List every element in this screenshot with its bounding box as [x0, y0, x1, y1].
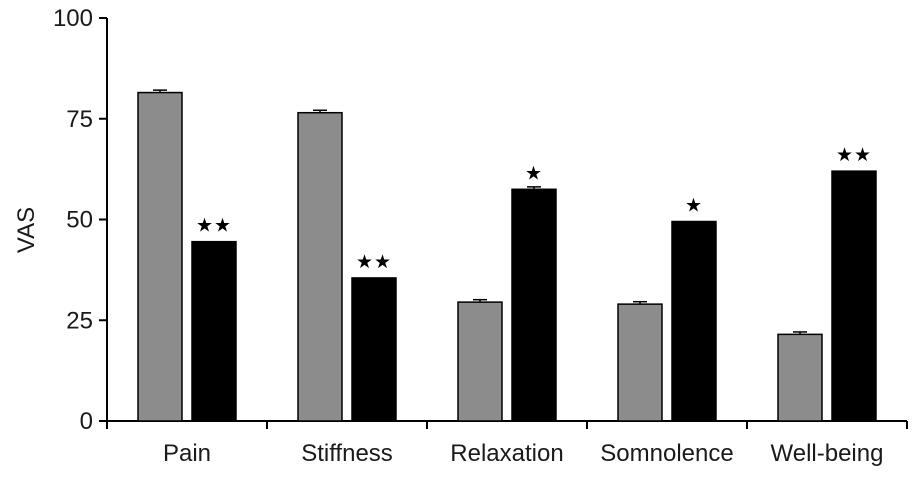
- y-tick-label: 100: [53, 5, 93, 32]
- y-ticks: 0 25 50 75 100: [53, 5, 107, 435]
- bar: [617, 303, 663, 422]
- bar: [457, 301, 503, 422]
- significance-marker: ★★: [356, 251, 392, 273]
- significance-marker: ★★: [836, 144, 872, 166]
- significance-marker: ★: [685, 195, 703, 217]
- significance-labels: ★★★★★★★★: [196, 144, 872, 273]
- x-ticks: [106, 421, 908, 429]
- category-label: Stiffness: [301, 440, 393, 467]
- category-label: Somnolence: [600, 440, 733, 467]
- bar: [777, 333, 823, 422]
- category-label: Pain: [163, 440, 211, 467]
- y-tick-label: 25: [66, 307, 93, 334]
- y-tick-label: 75: [66, 106, 93, 133]
- bar: [831, 170, 877, 422]
- bar: [137, 91, 183, 422]
- y-tick-label: 0: [80, 408, 93, 435]
- bar: [511, 188, 557, 422]
- y-tick-label: 50: [66, 207, 93, 234]
- bar: [671, 220, 717, 422]
- bar: [297, 111, 343, 422]
- bars: [137, 91, 877, 422]
- significance-marker: ★: [525, 162, 543, 184]
- error-bars: [153, 89, 807, 335]
- bar: [191, 240, 237, 422]
- bar: [351, 277, 397, 422]
- significance-marker: ★★: [196, 215, 232, 237]
- y-axis-title: VAS: [13, 207, 40, 253]
- category-labels: Pain Stiffness Relaxation Somnolence Well-be…: [163, 440, 884, 467]
- category-label: Well-being: [771, 440, 884, 467]
- category-label: Relaxation: [450, 440, 563, 467]
